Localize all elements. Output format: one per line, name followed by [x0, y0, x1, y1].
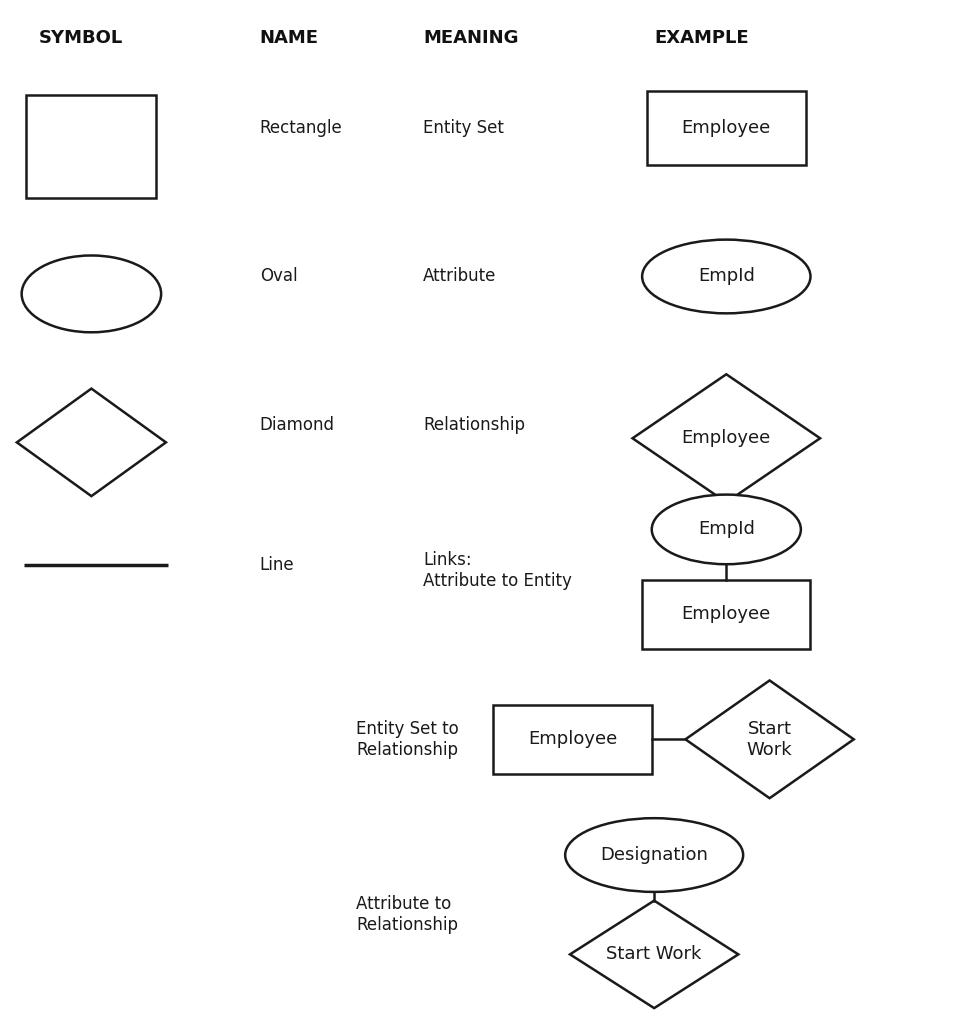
Text: Diamond: Diamond — [259, 416, 334, 434]
Text: Employee: Employee — [528, 730, 616, 749]
Text: Start
Work: Start Work — [746, 720, 792, 759]
Text: Links:
Attribute to Entity: Links: Attribute to Entity — [423, 551, 572, 590]
Ellipse shape — [21, 256, 161, 332]
Text: EXAMPLE: EXAMPLE — [653, 29, 748, 47]
Text: Employee: Employee — [681, 119, 770, 137]
Ellipse shape — [642, 240, 809, 313]
Text: Attribute to
Relationship: Attribute to Relationship — [356, 895, 457, 934]
Bar — [26, 95, 156, 198]
Text: Employee: Employee — [681, 605, 770, 624]
Text: Entity Set to
Relationship: Entity Set to Relationship — [356, 720, 458, 759]
Text: Relationship: Relationship — [423, 416, 525, 434]
Text: Rectangle: Rectangle — [259, 119, 342, 137]
Polygon shape — [569, 901, 738, 1008]
Text: Employee: Employee — [681, 429, 770, 447]
Ellipse shape — [565, 818, 743, 892]
Bar — [641, 580, 809, 649]
Polygon shape — [631, 375, 819, 503]
Bar — [646, 91, 805, 165]
Text: MEANING: MEANING — [423, 29, 518, 47]
Text: Start Work: Start Work — [605, 945, 702, 964]
Text: Line: Line — [259, 556, 294, 574]
Text: NAME: NAME — [259, 29, 318, 47]
Text: Entity Set: Entity Set — [423, 119, 504, 137]
Text: SYMBOL: SYMBOL — [38, 29, 123, 47]
Text: EmpId: EmpId — [697, 267, 754, 286]
Text: Oval: Oval — [259, 267, 297, 286]
Text: EmpId: EmpId — [697, 520, 754, 539]
Polygon shape — [684, 680, 853, 799]
Bar — [492, 705, 651, 774]
Ellipse shape — [652, 495, 800, 564]
Text: Designation: Designation — [600, 846, 707, 864]
Text: Attribute: Attribute — [423, 267, 496, 286]
Polygon shape — [17, 389, 165, 497]
